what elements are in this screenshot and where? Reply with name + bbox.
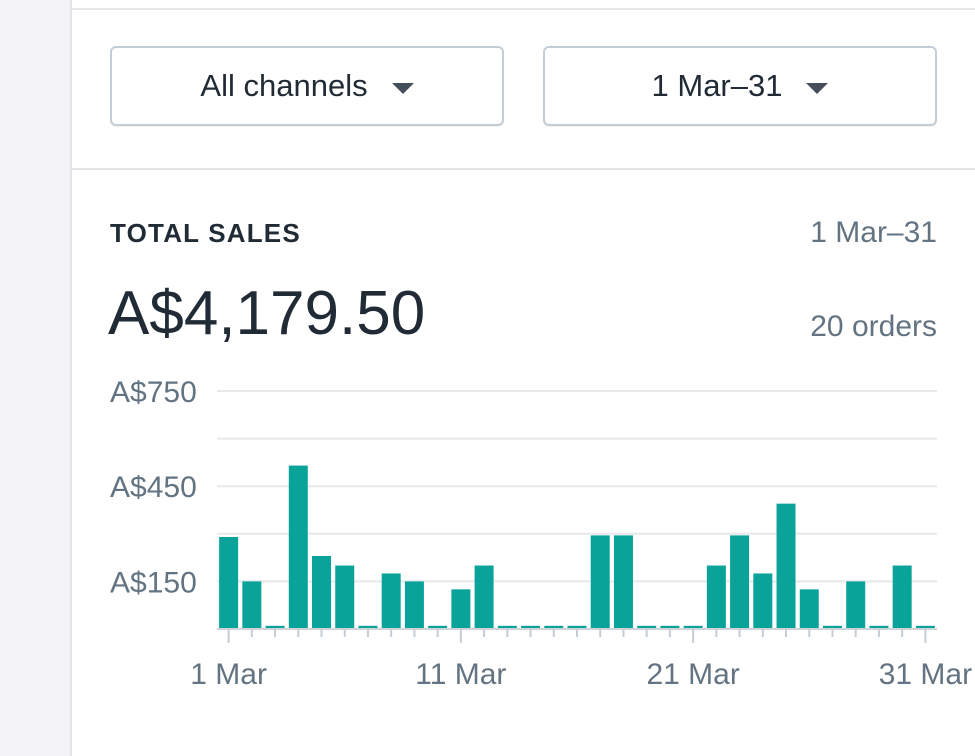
y-tick-label: A$450 [110, 471, 197, 504]
chart-bar [358, 625, 378, 629]
left-gutter [0, 0, 72, 756]
chart-bar [567, 625, 587, 629]
chart-bar [730, 535, 750, 629]
card-title: TOTAL SALES [110, 218, 301, 248]
chart-bar [706, 565, 726, 629]
chart-bar [497, 625, 517, 629]
y-tick-label: A$750 [110, 376, 197, 409]
chart-bar [613, 535, 633, 629]
total-sales-value: A$4,179.50 [108, 279, 426, 348]
chart-bar [846, 581, 866, 629]
chart-bar [242, 581, 262, 629]
chart-bar [915, 625, 935, 629]
chart-bar [753, 573, 773, 629]
chart-bar [544, 625, 564, 629]
filter-bar: All channels 1 Mar–31 [72, 10, 975, 170]
chart-bar [219, 536, 239, 629]
chart-bar [637, 625, 657, 629]
chart-bar [381, 573, 401, 629]
chevron-down-icon [806, 82, 829, 94]
chart-bar [869, 625, 889, 629]
x-tick-label: 11 Mar [415, 658, 506, 691]
chart-bar [428, 625, 448, 629]
chart-bar [892, 565, 912, 629]
chevron-down-icon [391, 82, 414, 94]
chart-bar [590, 535, 610, 629]
date-range-select[interactable]: 1 Mar–31 [543, 46, 937, 126]
chart-bar [776, 503, 796, 629]
x-tick-label: 1 Mar [190, 658, 267, 691]
sales-bar-chart: A$150 A$450 A$750 1 Mar 11 Mar 21 Mar 31 Mar [110, 376, 972, 691]
chart-bar [288, 465, 308, 629]
chart-bar [404, 581, 424, 629]
x-tick-label: 31 Mar [879, 658, 972, 691]
y-tick-label: A$150 [110, 566, 197, 599]
chart-bar [822, 625, 842, 629]
chart-bar [312, 556, 332, 629]
chart-bar [335, 565, 355, 629]
chart-bar [683, 625, 703, 629]
date-range-select-label: 1 Mar–31 [651, 68, 783, 103]
top-divider [72, 0, 975, 10]
channel-select[interactable]: All channels [110, 46, 504, 126]
chart-bar [660, 625, 680, 629]
chart-bar [265, 625, 285, 629]
chart-bar [799, 589, 819, 629]
channel-select-label: All channels [200, 68, 368, 103]
card-date-range: 1 Mar–31 [810, 216, 937, 249]
chart-bar [451, 589, 471, 629]
total-sales-card: TOTAL SALES 1 Mar–31 A$4,179.50 20 order… [72, 170, 975, 756]
chart-bar [521, 625, 541, 629]
chart-bar [474, 565, 494, 629]
orders-count: 20 orders [810, 310, 937, 343]
x-tick-label: 21 Mar [646, 658, 739, 691]
